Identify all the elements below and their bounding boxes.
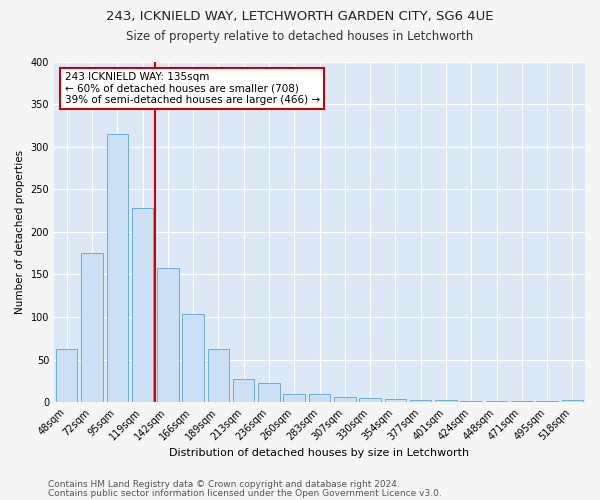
Bar	[258, 384, 280, 402]
Bar	[132, 208, 153, 402]
Bar	[81, 253, 103, 402]
Bar	[208, 350, 229, 402]
Bar	[359, 398, 381, 402]
Bar	[334, 397, 356, 402]
Y-axis label: Number of detached properties: Number of detached properties	[15, 150, 25, 314]
Bar	[562, 400, 583, 402]
Text: Contains public sector information licensed under the Open Government Licence v3: Contains public sector information licen…	[48, 488, 442, 498]
Text: Size of property relative to detached houses in Letchworth: Size of property relative to detached ho…	[127, 30, 473, 43]
Bar	[435, 400, 457, 402]
Bar	[182, 314, 204, 402]
Bar	[233, 379, 254, 402]
Bar	[107, 134, 128, 402]
Text: 243, ICKNIELD WAY, LETCHWORTH GARDEN CITY, SG6 4UE: 243, ICKNIELD WAY, LETCHWORTH GARDEN CIT…	[106, 10, 494, 23]
Bar	[56, 348, 77, 402]
Bar	[283, 394, 305, 402]
X-axis label: Distribution of detached houses by size in Letchworth: Distribution of detached houses by size …	[169, 448, 470, 458]
Text: 243 ICKNIELD WAY: 135sqm
← 60% of detached houses are smaller (708)
39% of semi-: 243 ICKNIELD WAY: 135sqm ← 60% of detach…	[65, 72, 320, 105]
Bar	[309, 394, 330, 402]
Text: Contains HM Land Registry data © Crown copyright and database right 2024.: Contains HM Land Registry data © Crown c…	[48, 480, 400, 489]
Bar	[410, 400, 431, 402]
Bar	[157, 268, 179, 402]
Bar	[385, 399, 406, 402]
